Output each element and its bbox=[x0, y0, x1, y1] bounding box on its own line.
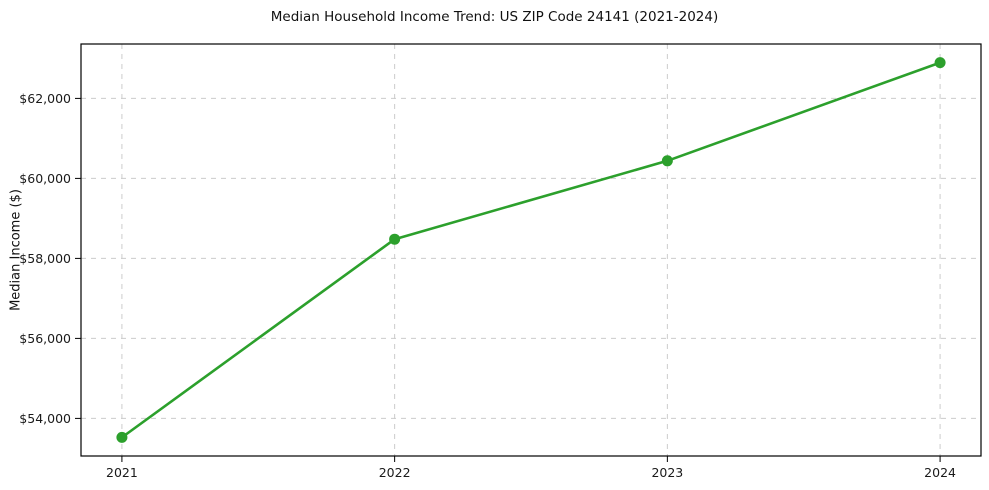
data-point bbox=[661, 155, 673, 167]
y-tick-label: $62,000 bbox=[19, 91, 71, 106]
y-tick-label: $54,000 bbox=[19, 411, 71, 426]
y-tick-label: $58,000 bbox=[19, 251, 71, 266]
data-point bbox=[934, 57, 946, 69]
x-tick-label: 2023 bbox=[651, 465, 683, 480]
series-line bbox=[120, 61, 942, 439]
x-tick-label: 2022 bbox=[379, 465, 411, 480]
chart-title: Median Household Income Trend: US ZIP Co… bbox=[270, 9, 719, 25]
x-tick-label: 2024 bbox=[924, 465, 956, 480]
plot-border bbox=[80, 43, 982, 457]
y-tick-label: $56,000 bbox=[19, 331, 71, 346]
data-point bbox=[389, 233, 401, 245]
y-tick-label: $60,000 bbox=[19, 171, 71, 186]
data-point bbox=[116, 431, 128, 443]
x-tick-label: 2021 bbox=[106, 465, 138, 480]
plot-area bbox=[81, 44, 981, 456]
